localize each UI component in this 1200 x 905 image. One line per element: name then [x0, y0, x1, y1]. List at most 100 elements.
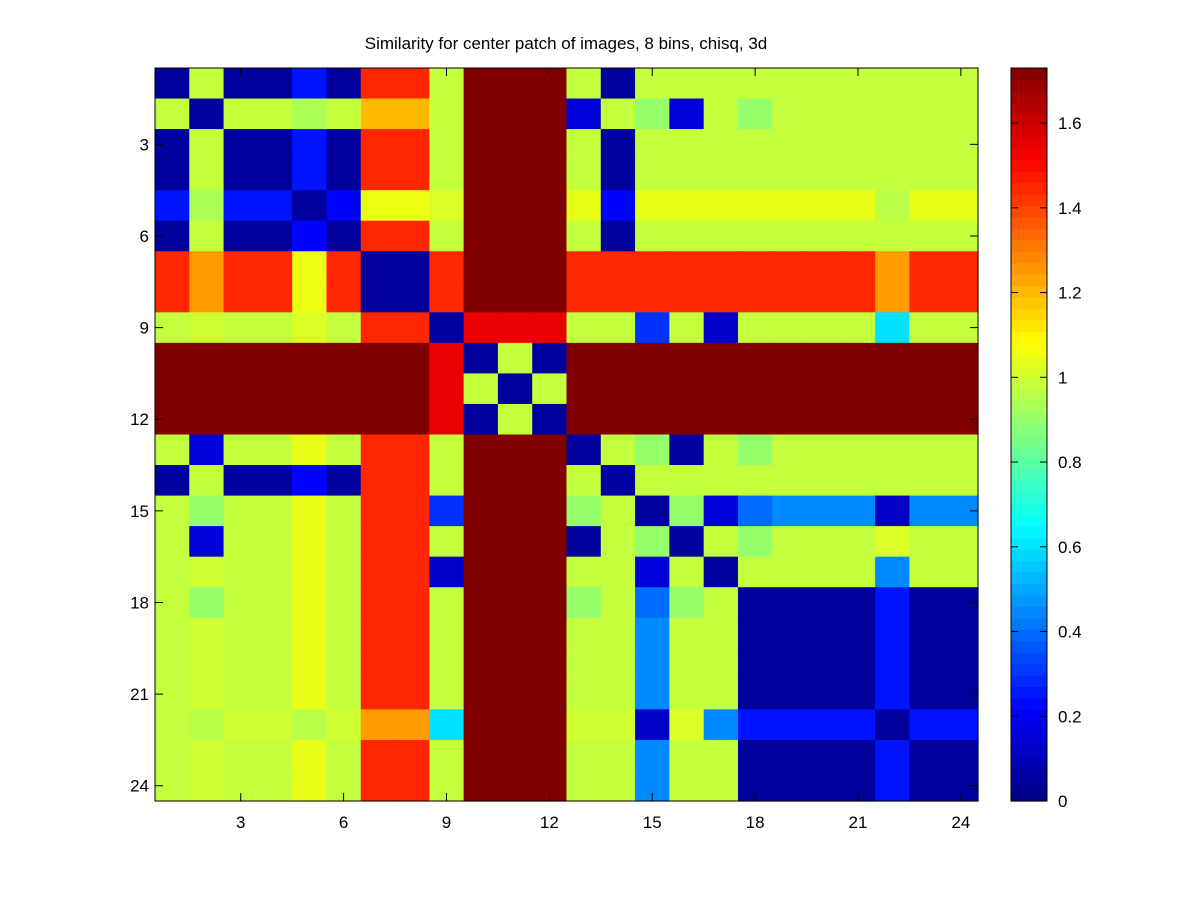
heatmap-cell	[395, 770, 430, 802]
colorbar-segment	[1011, 125, 1047, 138]
heatmap-cell	[463, 251, 499, 283]
heatmap-cell	[909, 129, 945, 161]
heatmap-cell	[189, 98, 225, 130]
colorbar-segment	[1011, 239, 1047, 252]
heatmap-cell	[635, 190, 670, 222]
heatmap-cell	[326, 434, 362, 466]
heatmap-cell	[737, 159, 773, 191]
heatmap-cell	[600, 312, 636, 344]
heatmap-cell	[223, 709, 259, 741]
heatmap-cell	[669, 434, 705, 466]
heatmap-cell	[257, 129, 293, 161]
heatmap-cell	[943, 709, 979, 741]
heatmap-cell	[875, 342, 911, 375]
colorbar-segment	[1011, 400, 1047, 413]
heatmap-cell	[223, 312, 259, 344]
heatmap-cell	[737, 403, 773, 436]
heatmap-cell	[223, 281, 259, 313]
heatmap-cell	[806, 342, 842, 375]
heatmap-cell	[326, 556, 362, 588]
heatmap-cell	[635, 220, 670, 252]
heatmap-cell	[875, 403, 911, 436]
x-tick-label: 12	[540, 813, 559, 832]
heatmap-cell	[943, 190, 979, 222]
heatmap-cell	[189, 373, 225, 405]
heatmap-cell	[840, 648, 876, 680]
heatmap-cell	[532, 342, 568, 375]
y-tick-label: 12	[130, 410, 149, 429]
heatmap-cell	[360, 68, 396, 100]
heatmap-cell	[292, 68, 328, 100]
colorbar-segment	[1011, 629, 1047, 642]
colorbar-segment	[1011, 709, 1047, 722]
heatmap-cell	[566, 281, 602, 313]
heatmap-cell	[360, 312, 396, 344]
heatmap-cell	[189, 465, 225, 497]
heatmap-cell	[840, 98, 876, 130]
heatmap-cell	[497, 312, 533, 344]
heatmap-cell	[257, 251, 293, 283]
heatmap-cell	[497, 251, 533, 283]
heatmap-cell	[532, 281, 568, 313]
heatmap-cell	[600, 342, 636, 375]
heatmap-cell	[772, 770, 808, 802]
heatmap-cell	[600, 617, 636, 649]
heatmap-cell	[463, 556, 499, 588]
heatmap-cell	[497, 556, 533, 588]
heatmap-cell	[806, 770, 842, 802]
heatmap-cell	[326, 190, 362, 222]
heatmap-cell	[806, 739, 842, 772]
heatmap-cell	[703, 373, 739, 405]
heatmap-cell	[566, 220, 602, 252]
heatmap-cell	[463, 312, 499, 344]
heatmap-cell	[635, 373, 670, 405]
colorbar-segment	[1011, 182, 1047, 195]
heatmap-cell	[875, 648, 911, 680]
heatmap-cell	[875, 251, 911, 283]
heatmap-cell	[497, 342, 533, 375]
heatmap-cell	[943, 98, 979, 130]
heatmap-cell	[566, 617, 602, 649]
heatmap-cell	[703, 68, 739, 100]
heatmap-cell	[840, 190, 876, 222]
colorbar-segment	[1011, 491, 1047, 504]
heatmap-cell	[189, 312, 225, 344]
heatmap-cell	[943, 739, 979, 772]
colorbar-tick-label: 0.2	[1058, 707, 1082, 726]
heatmap-cell	[223, 434, 259, 466]
heatmap-cell	[326, 373, 362, 405]
heatmap-cell	[360, 526, 396, 558]
heatmap-cell	[669, 709, 705, 741]
heatmap-cell	[772, 251, 808, 283]
heatmap-cell	[909, 556, 945, 588]
heatmap-cell	[223, 678, 259, 710]
colorbar-segment	[1011, 526, 1047, 539]
colorbar-segment	[1011, 560, 1047, 573]
heatmap-cell	[257, 281, 293, 313]
heatmap-cell	[223, 739, 259, 772]
heatmap-cell	[909, 251, 945, 283]
heatmap-cell	[943, 617, 979, 649]
y-tick-label: 3	[140, 135, 149, 154]
heatmap-cell	[840, 251, 876, 283]
heatmap-cell	[429, 190, 465, 222]
heatmap-cell	[292, 220, 328, 252]
heatmap-cell	[223, 465, 259, 497]
heatmap-cell	[806, 587, 842, 619]
heatmap-cell	[909, 342, 945, 375]
heatmap-cell	[875, 556, 911, 588]
heatmap-cell	[429, 465, 465, 497]
heatmap-cell	[395, 403, 430, 436]
heatmap-cell	[909, 526, 945, 558]
heatmap-cell	[155, 556, 190, 588]
heatmap-cell	[360, 159, 396, 191]
heatmap-cell	[532, 190, 568, 222]
colorbar-segment	[1011, 640, 1047, 653]
colorbar-tick-label: 1.2	[1058, 284, 1082, 303]
heatmap-cell	[566, 159, 602, 191]
heatmap-cell	[395, 159, 430, 191]
heatmap-cell	[566, 98, 602, 130]
heatmap-cell	[600, 465, 636, 497]
y-axis: 3 6 9 12 15 18 21 24	[130, 135, 978, 796]
